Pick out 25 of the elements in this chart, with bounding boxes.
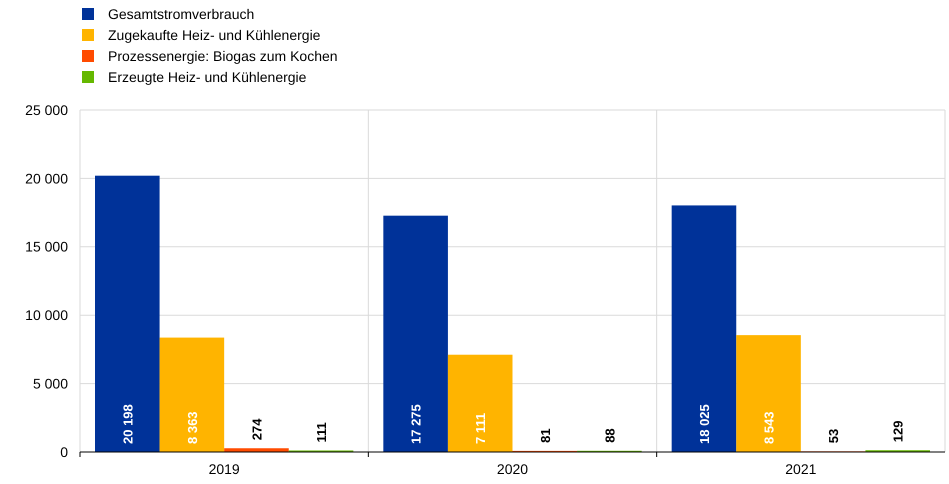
x-tick-label: 2019 bbox=[208, 461, 240, 477]
data-label: 20 198 bbox=[120, 404, 136, 444]
data-label: 7 111 bbox=[473, 412, 488, 444]
x-tick-label: 2021 bbox=[785, 461, 817, 477]
legend-label: Erzeugte Heiz- und Kühlenergie bbox=[108, 68, 307, 85]
y-tick-label: 5 000 bbox=[32, 376, 68, 392]
data-label: 8 363 bbox=[184, 411, 200, 444]
y-tick-label: 20 000 bbox=[25, 170, 68, 186]
y-tick-label: 10 000 bbox=[25, 307, 68, 324]
data-label: 17 275 bbox=[408, 404, 424, 444]
y-tick-label: 15 000 bbox=[25, 238, 68, 255]
data-label: 81 bbox=[538, 428, 553, 443]
data-label: 111 bbox=[314, 422, 330, 442]
data-label: 18 025 bbox=[696, 404, 712, 444]
x-tick-label: 2020 bbox=[496, 461, 528, 477]
data-label: 88 bbox=[602, 428, 618, 443]
legend-label: Gesamtstromverbrauch bbox=[108, 6, 254, 22]
y-tick-label: 0 bbox=[60, 444, 68, 460]
legend-label: Zugekaufte Heiz- und Kühlenergie bbox=[108, 26, 321, 43]
data-label: 53 bbox=[826, 428, 842, 444]
legend-label: Prozessenergie: Biogas zum Kochen bbox=[108, 48, 338, 64]
y-tick-label: 25 000 bbox=[25, 102, 68, 118]
data-label: 129 bbox=[890, 420, 906, 442]
data-label: 274 bbox=[249, 418, 264, 440]
data-label: 8 543 bbox=[762, 411, 777, 444]
